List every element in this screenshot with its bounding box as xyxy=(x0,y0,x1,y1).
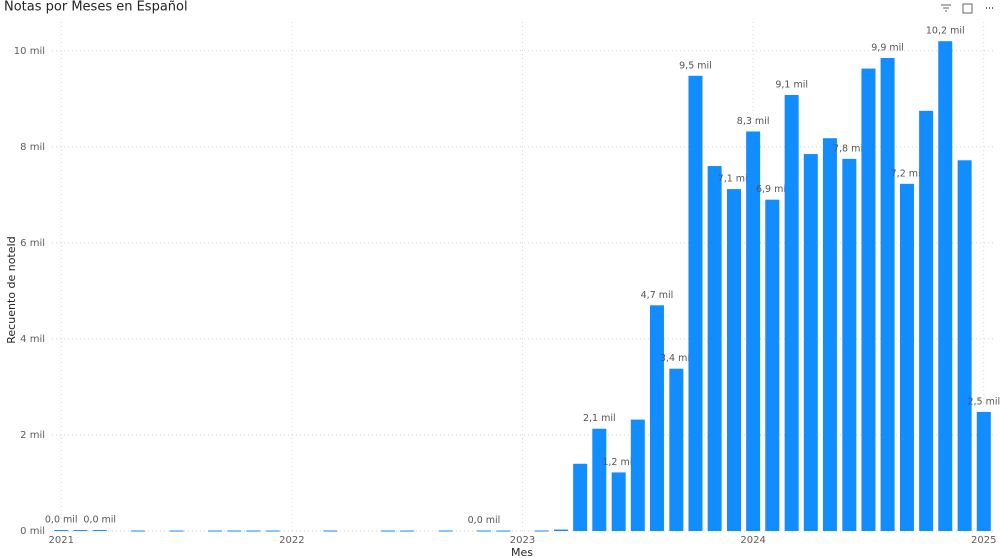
bar xyxy=(707,166,722,531)
data-label: 1,2 mil xyxy=(602,457,635,468)
bar xyxy=(323,530,338,532)
bar xyxy=(573,463,588,531)
y-tick-label: 2 mil xyxy=(20,430,45,441)
x-tick-label: 2023 xyxy=(510,535,535,546)
x-tick-label: 2021 xyxy=(48,535,73,546)
data-label: 8,3 mil xyxy=(737,116,770,127)
bar xyxy=(496,530,511,532)
bar xyxy=(592,428,607,531)
data-label: 2,1 mil xyxy=(583,413,616,424)
bar xyxy=(73,530,88,532)
bar xyxy=(54,530,69,532)
bar xyxy=(438,530,453,532)
y-tick-label: 10 mil xyxy=(14,46,45,57)
bar xyxy=(208,530,223,532)
data-label: 4,7 mil xyxy=(641,290,674,301)
bar xyxy=(476,530,491,532)
toolbar[interactable] xyxy=(941,3,993,14)
x-axis-title: Mes xyxy=(511,546,533,558)
bar xyxy=(880,58,895,531)
data-label: 7,2 mil xyxy=(891,168,924,179)
bar xyxy=(227,530,242,532)
bar xyxy=(899,183,914,531)
x-tick-label: 2025 xyxy=(971,535,996,546)
y-axis-title: Recuento de noteId xyxy=(5,236,18,343)
bar xyxy=(726,189,741,532)
bar xyxy=(381,530,396,532)
bar xyxy=(957,160,972,531)
bar xyxy=(669,368,684,531)
bar xyxy=(746,131,761,531)
bar xyxy=(938,41,953,531)
bar xyxy=(611,472,626,531)
bar xyxy=(265,530,280,532)
y-tick-label: 4 mil xyxy=(20,334,45,345)
bar xyxy=(169,530,184,532)
chart-title: Notas por Meses en Español xyxy=(4,0,188,15)
bar xyxy=(919,110,934,532)
bar xyxy=(784,94,799,531)
data-label: 0,0 mil xyxy=(45,515,78,526)
bar xyxy=(822,138,837,531)
data-label: 9,9 mil xyxy=(871,43,904,54)
bar xyxy=(131,530,146,532)
bar xyxy=(649,305,664,531)
data-label: 9,5 mil xyxy=(679,60,712,71)
data-label: 3,4 mil xyxy=(660,353,693,364)
x-tick-label: 2024 xyxy=(740,535,765,546)
bar xyxy=(92,530,107,532)
bar xyxy=(534,530,549,532)
focus-icon[interactable] xyxy=(962,3,973,14)
y-tick-label: 6 mil xyxy=(20,238,45,249)
data-label: 0,0 mil xyxy=(83,515,116,526)
data-label: 2,5 mil xyxy=(967,396,1000,407)
bar xyxy=(765,199,780,532)
y-tick-label: 0 mil xyxy=(20,526,45,537)
bar xyxy=(400,530,415,532)
data-label: 10,2 mil xyxy=(926,26,965,37)
bar xyxy=(630,419,645,531)
bar xyxy=(554,529,569,531)
bar xyxy=(976,411,991,531)
data-label: 7,1 mil xyxy=(718,174,751,185)
data-label: 6,9 mil xyxy=(756,184,789,195)
data-label: 9,1 mil xyxy=(775,79,808,90)
x-tick-label: 2022 xyxy=(279,535,304,546)
y-tick-label: 8 mil xyxy=(20,142,45,153)
data-label: 7,8 mil xyxy=(833,143,866,154)
data-label: 0,0 mil xyxy=(468,515,501,526)
filter-icon[interactable] xyxy=(941,4,951,12)
bar xyxy=(803,154,818,531)
bar xyxy=(861,68,876,531)
bar xyxy=(842,158,857,532)
bar xyxy=(246,530,261,532)
bar xyxy=(688,75,703,532)
